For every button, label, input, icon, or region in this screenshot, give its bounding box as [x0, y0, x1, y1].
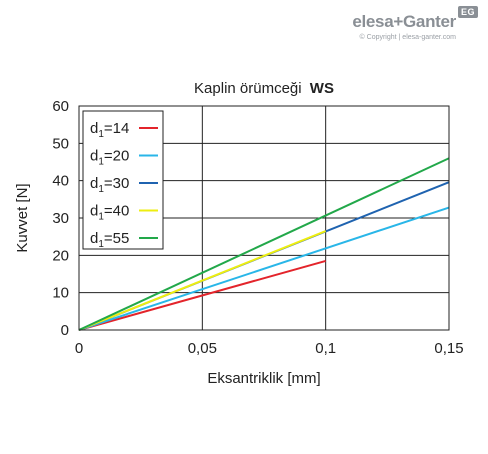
y-tick-label: 40 — [52, 173, 69, 190]
y-tick-label: 20 — [52, 247, 69, 264]
x-tick-label: 0,1 — [315, 340, 336, 357]
y-tick-label: 60 — [52, 98, 69, 115]
y-tick-label: 50 — [52, 135, 69, 152]
series-line-d1-20 — [78, 206, 450, 331]
chart-title-main: Kaplin örümceği — [194, 80, 302, 97]
legend-box — [82, 110, 164, 250]
y-axis-label: Kuvvet [N] — [14, 183, 31, 252]
logo-brand-text: elesa+Ganter — [352, 12, 456, 31]
series-line-d1-55 — [78, 157, 450, 331]
x-tick-label: 0,05 — [188, 340, 217, 357]
plot-frame — [78, 105, 450, 331]
x-tick-label: 0,15 — [434, 340, 463, 357]
brand-logo: EG elesa+Ganter © Copyright | elesa-gant… — [298, 6, 478, 50]
y-tick-label: 10 — [52, 285, 69, 302]
logo-badge: EG — [457, 6, 478, 18]
y-tick-label: 0 — [61, 322, 69, 339]
x-axis-label: Eksantriklik [mm] — [207, 370, 320, 387]
series-lines — [78, 157, 450, 331]
series-line-d1-14 — [78, 259, 326, 331]
legend-label: d1=55 — [90, 230, 129, 250]
y-tick-labels: 0 10 20 30 40 50 60 — [52, 98, 69, 339]
logo-copyright: © Copyright | elesa-ganter.com — [359, 34, 456, 41]
legend: d1=14 d1=20 d1=30 d1=40 d1=55 — [82, 110, 164, 250]
chart-title-bold: WS — [310, 80, 334, 97]
x-tick-label: 0 — [75, 340, 83, 357]
x-tick-labels: 0 0,05 0,1 0,15 — [75, 340, 464, 357]
legend-label: d1=20 — [90, 148, 129, 168]
legend-label: d1=30 — [90, 175, 129, 195]
y-tick-label: 30 — [52, 210, 69, 227]
chart-title: Kaplin örümceği WS — [194, 80, 334, 97]
legend-label: d1=14 — [90, 120, 129, 140]
legend-label: d1=40 — [90, 203, 129, 223]
series-line-d1-40 — [78, 230, 327, 331]
